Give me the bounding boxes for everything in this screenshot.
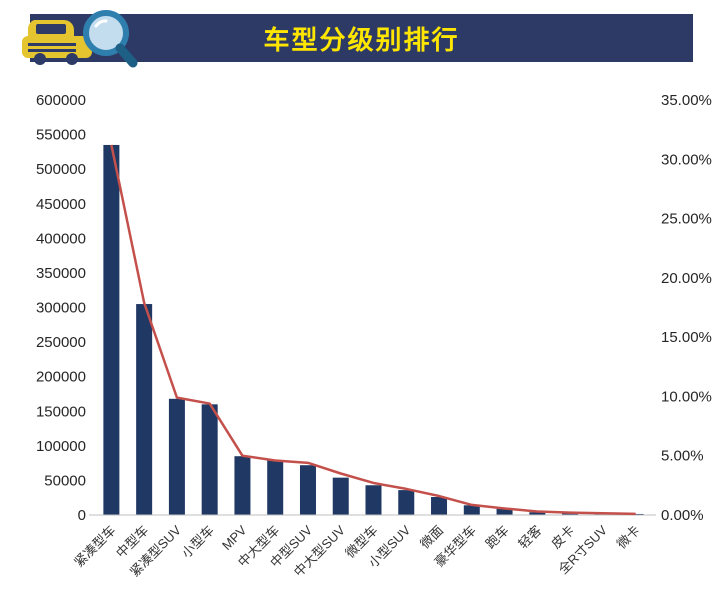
page-title: 车型分级别排行 <box>263 24 460 55</box>
right-axis-tick: 15.00% <box>661 329 712 346</box>
right-axis-tick: 25.00% <box>661 211 712 228</box>
right-axis-tick: 30.00% <box>661 151 712 168</box>
x-axis-label: 微卡 <box>614 523 643 552</box>
bar <box>562 512 579 515</box>
bar <box>398 490 415 515</box>
x-axis-label: 轻客 <box>515 523 544 552</box>
x-axis-label: 紧凑型车 <box>71 523 118 570</box>
bar-line-chart: 6000005500005000004500004000003500003000… <box>36 92 712 580</box>
bar <box>103 144 120 515</box>
right-axis-tick: 35.00% <box>661 92 712 109</box>
car-search-icon <box>22 10 138 68</box>
x-axis-label: 微面 <box>417 523 446 552</box>
bar <box>299 465 316 515</box>
header: 车型分级别排行 <box>0 0 721 70</box>
x-axis-label: 皮卡 <box>548 523 577 552</box>
magnifier-icon <box>83 10 138 68</box>
bar <box>365 485 382 515</box>
left-axis-tick: 400000 <box>36 230 86 247</box>
left-axis-tick: 100000 <box>36 438 86 455</box>
right-axis-tick: 10.00% <box>661 388 712 405</box>
left-axis-tick: 600000 <box>36 92 86 109</box>
bar <box>201 404 218 515</box>
bar <box>332 477 349 515</box>
left-axis-tick: 350000 <box>36 265 86 282</box>
bar <box>431 497 448 515</box>
right-axis-tick: 5.00% <box>661 448 704 465</box>
left-axis-tick: 300000 <box>36 300 86 317</box>
bar <box>168 398 185 515</box>
left-axis-tick: 150000 <box>36 403 86 420</box>
bar <box>136 304 153 515</box>
bar <box>529 512 546 515</box>
left-axis-tick: 0 <box>78 507 86 524</box>
bar <box>627 513 644 515</box>
right-axis-tick: 0.00% <box>661 507 704 524</box>
left-axis-tick: 500000 <box>36 161 86 178</box>
left-axis-tick: 550000 <box>36 127 86 144</box>
left-axis-tick: 450000 <box>36 196 86 213</box>
x-axis-label: 跑车 <box>483 523 512 552</box>
bar <box>267 460 284 515</box>
bar <box>234 456 251 515</box>
bar <box>496 508 513 515</box>
left-axis-tick: 250000 <box>36 334 86 351</box>
left-axis-tick: 50000 <box>44 472 86 489</box>
header-bar: 车型分级别排行 <box>30 14 693 62</box>
x-axis-label: 小型车 <box>179 523 217 561</box>
right-axis-tick: 20.00% <box>661 270 712 287</box>
left-axis-tick: 200000 <box>36 369 86 386</box>
share-line <box>110 144 636 516</box>
bar <box>463 505 480 515</box>
car-icon <box>22 20 92 65</box>
